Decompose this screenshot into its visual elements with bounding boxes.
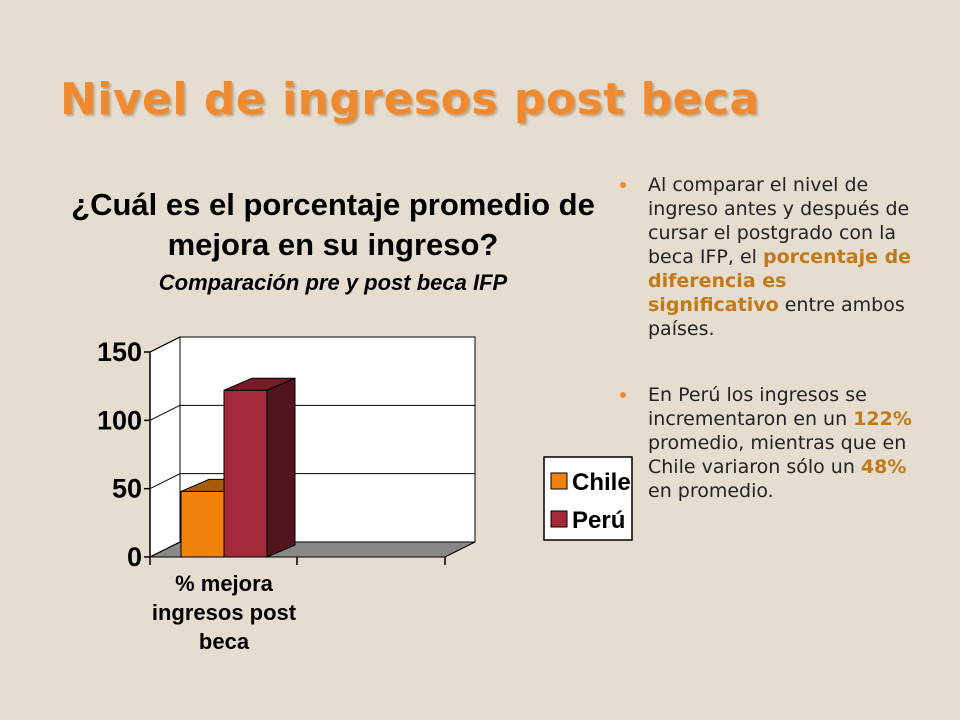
gridline-diagonal bbox=[149, 404, 181, 421]
legend: Chile Perú bbox=[543, 456, 633, 541]
chart-title-line: mejora en su ingreso? bbox=[168, 227, 499, 262]
highlighted-text: porcentaje de diferencia es significativ… bbox=[648, 246, 912, 316]
gridline-diagonal bbox=[149, 473, 181, 490]
slide-title: Nivel de ingresos post beca bbox=[60, 74, 760, 125]
bullet-item: Al comparar el nivel de ingreso antes y … bbox=[620, 173, 920, 341]
y-tick-label: 100 bbox=[97, 405, 142, 435]
legend-swatch-perú bbox=[550, 510, 568, 528]
x-category-label: % mejora ingresos post beca bbox=[152, 571, 297, 654]
bullet-text: Al comparar el nivel de ingreso antes y … bbox=[648, 174, 910, 268]
gridline-diagonal bbox=[149, 336, 181, 353]
category-label-line: ingresos post bbox=[152, 600, 297, 625]
bar-perú bbox=[223, 377, 296, 558]
legend-swatch-chile bbox=[550, 472, 568, 490]
bullet-list: Al comparar el nivel de ingreso antes y … bbox=[620, 173, 920, 545]
bar-front bbox=[180, 490, 225, 558]
chart-title-line: ¿Cuál es el porcentaje promedio de bbox=[71, 187, 595, 222]
bullet-text: En Perú los ingresos se incrementaron en… bbox=[648, 384, 867, 430]
bullet-dot-icon bbox=[620, 182, 626, 188]
y-tick-label: 150 bbox=[97, 337, 142, 367]
y-tick-label: 0 bbox=[127, 542, 142, 572]
highlighted-text: 122% bbox=[853, 408, 912, 430]
y-tick-label: 50 bbox=[112, 474, 142, 504]
bar-front bbox=[223, 389, 268, 558]
bullet-text: entre ambos países. bbox=[648, 294, 905, 340]
y-axis: 0 50 100 150 bbox=[97, 337, 446, 572]
side-wall bbox=[149, 336, 181, 558]
bar-side bbox=[266, 377, 296, 558]
chart-title: ¿Cuál es el porcentaje promedio de mejora… bbox=[71, 187, 595, 262]
bullet-item: En Perú los ingresos se incrementaron en… bbox=[620, 383, 920, 503]
legend-label: Chile bbox=[572, 469, 631, 496]
bullet-text: promedio, mientras que en Chile variaron… bbox=[648, 432, 907, 478]
chart-subtitle: Comparación pre y post beca IFP bbox=[159, 270, 508, 295]
bullet-dot-icon bbox=[620, 392, 626, 398]
category-label-line: beca bbox=[199, 629, 250, 654]
category-label-line: % mejora bbox=[175, 571, 274, 596]
highlighted-text: 48% bbox=[860, 456, 907, 478]
legend-label: Perú bbox=[572, 507, 625, 534]
bullet-text: en promedio. bbox=[648, 480, 774, 502]
bar-top bbox=[223, 377, 296, 391]
bars bbox=[180, 377, 296, 558]
